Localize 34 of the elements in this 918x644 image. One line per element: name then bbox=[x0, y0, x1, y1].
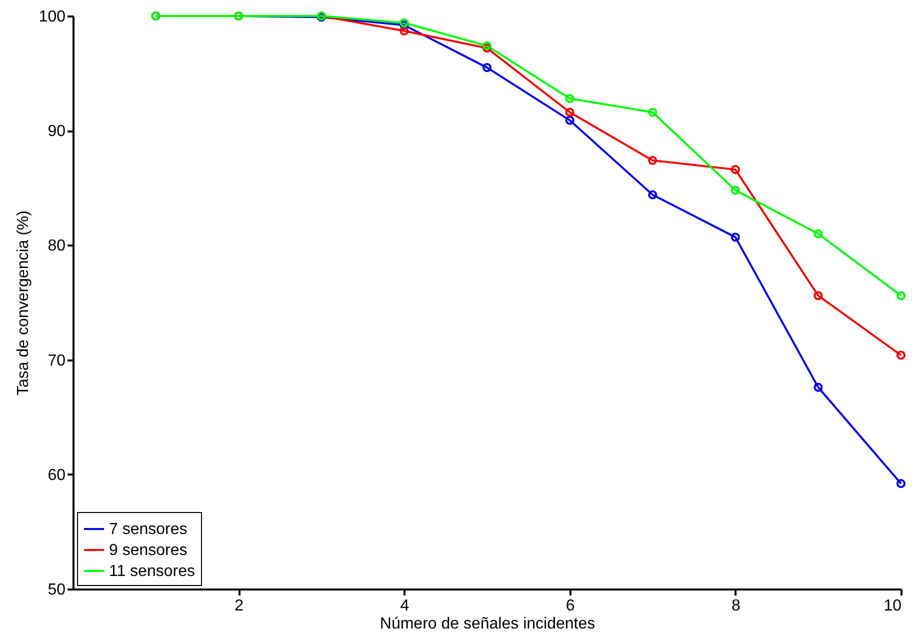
legend-label: 11 sensores bbox=[109, 563, 195, 580]
point bbox=[400, 26, 409, 36]
point bbox=[814, 229, 823, 238]
y-tick-label: 90 bbox=[48, 123, 66, 140]
y-tick-label: 60 bbox=[48, 466, 66, 484]
y-tick-label: 80 bbox=[48, 238, 66, 255]
legend-label: 9 sensores bbox=[109, 542, 188, 559]
point bbox=[482, 63, 492, 72]
y-tick-label: 100 bbox=[38, 8, 66, 26]
point bbox=[730, 165, 740, 174]
point bbox=[648, 108, 658, 117]
point bbox=[565, 94, 574, 104]
point bbox=[648, 190, 658, 200]
point bbox=[565, 116, 574, 125]
point bbox=[400, 18, 409, 28]
x-tick-label: 2 bbox=[234, 598, 244, 614]
point bbox=[814, 382, 823, 392]
point bbox=[730, 232, 740, 242]
x-tick-label: 8 bbox=[731, 598, 740, 614]
point bbox=[482, 41, 492, 50]
point bbox=[482, 44, 492, 53]
legend-label: 7 sensores bbox=[109, 521, 188, 538]
point bbox=[648, 156, 658, 165]
x-axis-title: Número de señales incidentes bbox=[380, 616, 596, 632]
point bbox=[400, 20, 409, 30]
x-tick-label: 4 bbox=[400, 598, 410, 614]
y-tick-label: 50 bbox=[48, 582, 66, 598]
x-tick-label: 6 bbox=[566, 598, 575, 614]
x-tick-label: 10 bbox=[884, 598, 902, 614]
point bbox=[565, 108, 574, 117]
point bbox=[730, 186, 740, 195]
y-tick-label: 70 bbox=[48, 352, 66, 370]
point bbox=[814, 291, 823, 300]
y-axis-title: Tasa de convergencia (%) bbox=[14, 210, 32, 396]
